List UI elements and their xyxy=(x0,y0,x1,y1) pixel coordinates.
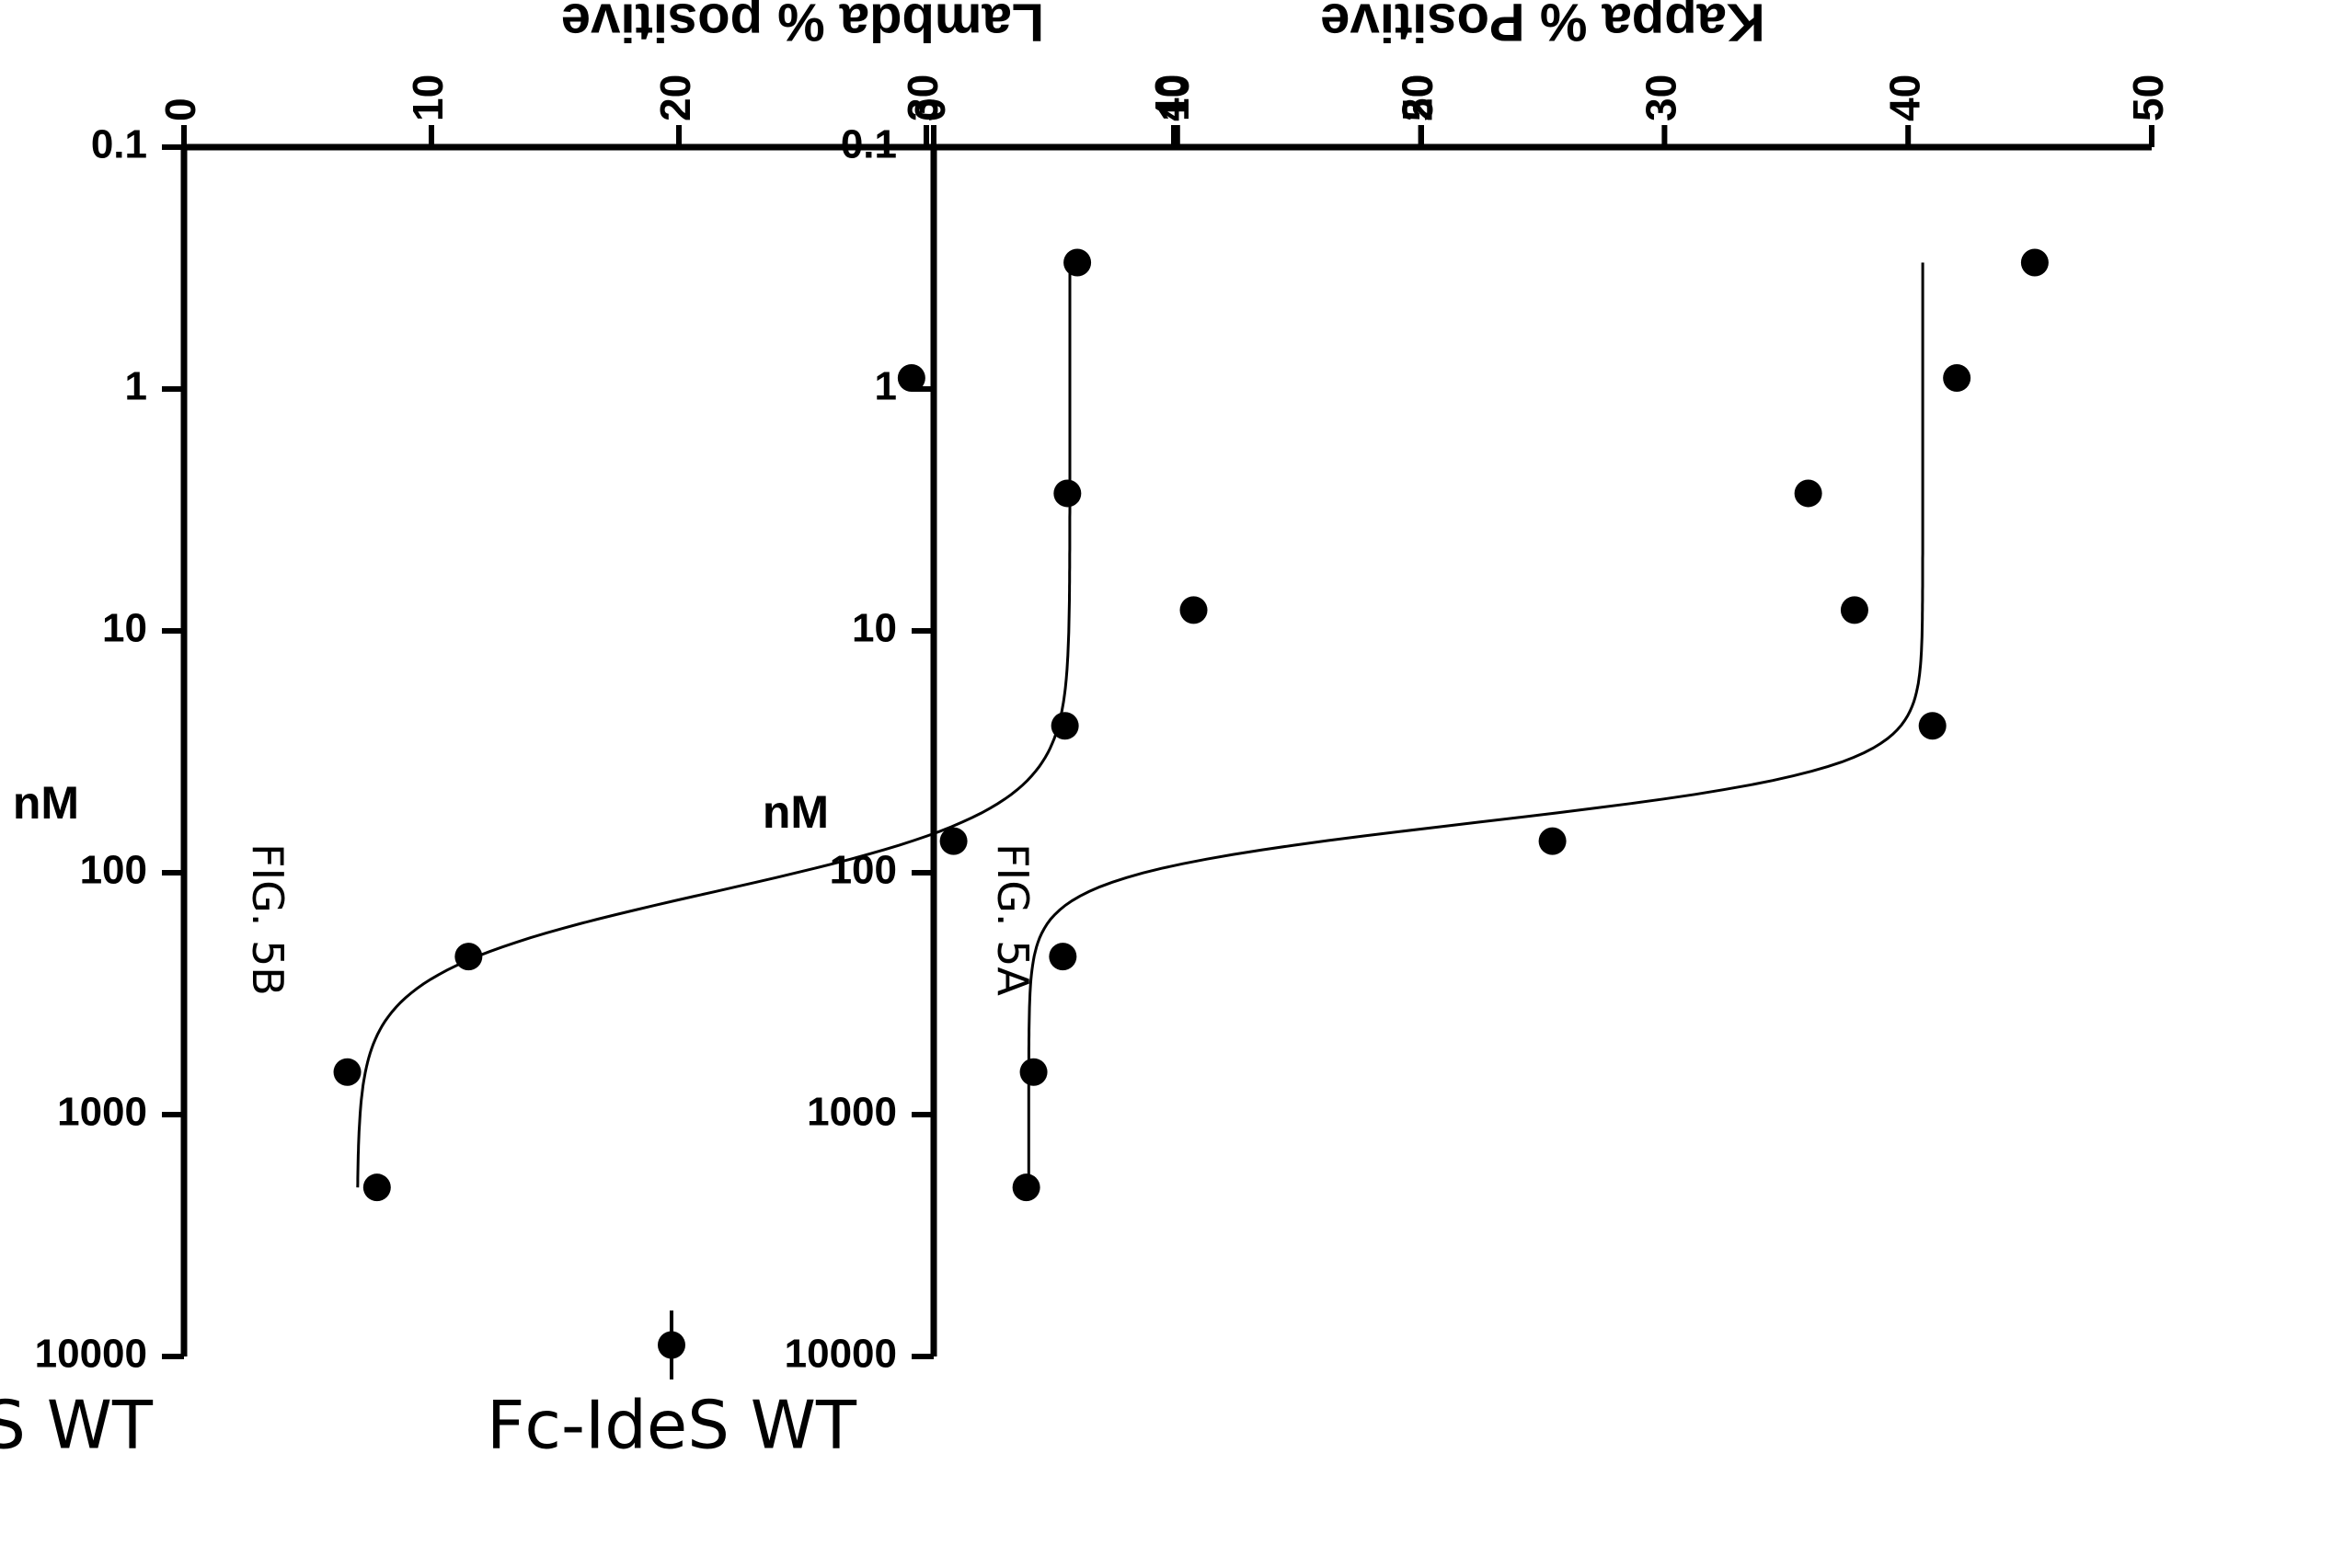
y-tick-label: 20 xyxy=(1394,74,1442,121)
y-tick-label: 0 xyxy=(906,97,954,121)
data-point xyxy=(1019,1058,1048,1086)
legend-label: Fc-IdeS WT xyxy=(0,1387,154,1464)
data-point xyxy=(1179,596,1208,624)
data-point xyxy=(1053,479,1082,508)
y-tick-label: 30 xyxy=(899,74,947,121)
y-tick-label: 50 xyxy=(1394,74,1442,121)
x-tick-label: 10 xyxy=(102,606,147,651)
y-tick-label: 40 xyxy=(1146,74,1194,121)
y-tick-label: 40 xyxy=(1880,74,1928,121)
figure-label: FIG. 5B xyxy=(243,843,293,996)
x-axis-title: nM xyxy=(763,786,829,838)
x-tick-label: 1 xyxy=(875,364,897,409)
data-point xyxy=(2020,248,2049,277)
data-point xyxy=(897,363,925,392)
x-tick-label: 100 xyxy=(80,848,147,893)
data-point xyxy=(1051,712,1079,740)
fit-curve xyxy=(356,262,1072,1188)
x-tick-label: 10 xyxy=(852,606,897,651)
data-point xyxy=(1538,827,1567,855)
x-tick-label: 1 xyxy=(125,364,147,409)
data-point xyxy=(454,943,483,971)
data-point xyxy=(1049,943,1077,971)
fit-curve xyxy=(1027,262,1924,1188)
y-tick-label: 10 xyxy=(1150,74,1198,121)
x-tick-label: 10000 xyxy=(785,1332,897,1377)
y-axis-title: Lambda % positive xyxy=(561,0,1044,52)
chart-panel-a: FIG. 5A0.111010010001000001020304050nMKa… xyxy=(487,0,2172,1464)
legend-label: Fc-IdeS WT xyxy=(487,1387,857,1464)
x-tick-label: 1000 xyxy=(57,1090,147,1135)
data-point xyxy=(1012,1173,1040,1202)
y-tick-label: 30 xyxy=(1637,74,1685,121)
y-tick-label: 20 xyxy=(651,74,699,121)
data-point xyxy=(362,1173,391,1202)
x-tick-label: 10000 xyxy=(35,1332,147,1377)
data-point xyxy=(1840,596,1868,624)
legend-marker xyxy=(658,1331,685,1359)
x-tick-label: 0.1 xyxy=(91,122,147,167)
y-tick-label: 50 xyxy=(2124,74,2172,121)
data-point xyxy=(333,1058,362,1086)
x-axis-title: nM xyxy=(13,777,79,829)
y-axis-title: Kappa % Positive xyxy=(1320,0,1764,52)
data-point xyxy=(1794,479,1822,508)
data-point xyxy=(1918,712,1947,740)
data-point xyxy=(1063,248,1092,277)
data-point xyxy=(939,827,968,855)
figure-label: FIG. 5A xyxy=(988,843,1038,996)
y-tick-label: 0 xyxy=(156,97,204,121)
y-tick-label: 10 xyxy=(404,74,452,121)
data-point xyxy=(1943,363,1971,392)
x-tick-label: 1000 xyxy=(807,1090,897,1135)
